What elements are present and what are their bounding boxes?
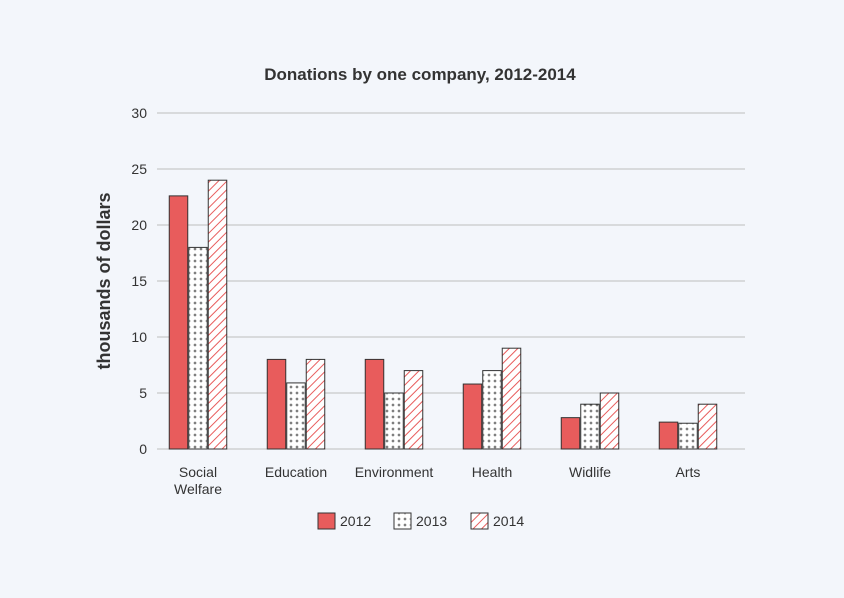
x-category-label: Environment (355, 464, 434, 480)
bar-2013-education (286, 382, 306, 450)
legend-label-2014: 2014 (493, 513, 524, 529)
x-category-label: Welfare (174, 481, 222, 497)
x-category-label: Health (472, 464, 512, 480)
chart-title: Donations by one company, 2012-2014 (264, 65, 576, 84)
bar-2012-environment (364, 358, 385, 450)
bar-2013-social-welfare (188, 246, 208, 450)
x-category-label: Arts (676, 464, 701, 480)
bar-2012-health (462, 383, 483, 450)
bar-2013-arts (678, 422, 698, 450)
bar-2012-social-welfare (168, 195, 189, 450)
bar-2014-education (305, 358, 326, 450)
y-tick-label: 15 (131, 273, 147, 289)
legend-swatch-2013 (393, 512, 412, 530)
bar-2013-widlife (580, 403, 600, 450)
y-tick-label: 0 (139, 441, 147, 457)
y-tick-label: 30 (131, 105, 147, 121)
bar-2014-health (501, 347, 522, 450)
bar-2012-widlife (560, 417, 581, 450)
legend-swatch-2014 (470, 512, 489, 530)
bar-2014-widlife (599, 392, 620, 450)
y-tick-label: 10 (131, 329, 147, 345)
x-category-label: Social (179, 464, 217, 480)
bar-2013-environment (384, 392, 404, 450)
y-axis-label: thousands of dollars (94, 192, 114, 369)
x-category-label: Education (265, 464, 327, 480)
y-tick-label: 20 (131, 217, 147, 233)
bar-2014-social-welfare (207, 179, 228, 450)
gridlines (157, 112, 745, 450)
legend: 2012 2013 2014 (317, 512, 524, 530)
y-tick-label: 5 (139, 385, 147, 401)
bars (168, 179, 718, 450)
y-tick-labels: 0 5 10 15 20 25 30 (131, 105, 147, 457)
bar-2014-arts (697, 403, 718, 450)
bar-2013-health (482, 370, 502, 450)
x-category-label: Widlife (569, 464, 611, 480)
legend-label-2013: 2013 (416, 513, 447, 529)
bar-2012-arts (658, 421, 679, 450)
bar-2014-environment (403, 370, 424, 450)
bar-2012-education (266, 358, 287, 450)
legend-swatch-2012 (317, 512, 336, 530)
legend-label-2012: 2012 (340, 513, 371, 529)
y-tick-label: 25 (131, 161, 147, 177)
